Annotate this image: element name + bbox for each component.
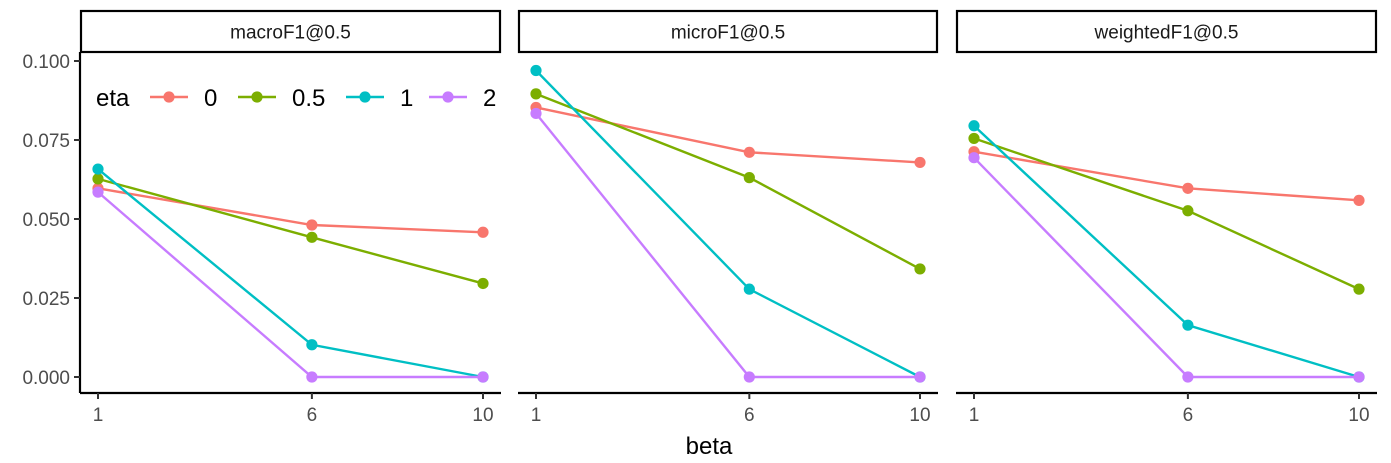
data-point-eta-0.5 (743, 172, 755, 184)
x-axis-title: beta (686, 433, 733, 460)
data-point-eta-2 (914, 371, 926, 383)
data-point-eta-0.5 (968, 132, 980, 145)
data-point-eta-2 (968, 152, 980, 164)
data-point-eta-0.5 (530, 88, 542, 100)
legend-item-eta-0.5: 0.5 (238, 85, 325, 112)
legend-item-eta-2: 2 (429, 85, 496, 112)
data-point-eta-1 (743, 283, 755, 295)
legend-key-point (251, 91, 263, 103)
legend-item-eta-0: 0 (150, 85, 217, 112)
data-point-eta-2 (477, 371, 489, 383)
data-point-eta-1 (530, 64, 542, 77)
x-tick-label: 10 (1348, 405, 1369, 426)
data-point-eta-0.5 (914, 263, 926, 275)
data-point-eta-2 (306, 371, 318, 383)
data-point-eta-0.5 (477, 277, 489, 290)
legend-key-point (359, 91, 371, 103)
facet-strip-label: microF1@0.5 (671, 23, 785, 44)
y-axis: 0.000 0.025 0.050 0.075 0.100 (22, 52, 80, 389)
data-point-eta-2 (92, 186, 104, 198)
series-line-eta-0.5 (97, 177, 484, 285)
legend: eta 0 0.5 1 2 (96, 85, 496, 112)
facet-strip (79, 9, 502, 54)
facet-strip (517, 9, 939, 54)
data-point-eta-0 (477, 226, 489, 238)
y-tick-label: 0.100 (22, 52, 70, 73)
data-point-eta-0.5 (1182, 205, 1194, 217)
data-point-eta-0.5 (306, 231, 318, 243)
data-point-eta-2 (1182, 371, 1194, 383)
legend-label: 0 (204, 85, 217, 112)
x-tick-label: 10 (472, 405, 493, 426)
y-tick-label: 0.075 (22, 131, 70, 152)
data-point-eta-1 (92, 163, 104, 175)
data-point-eta-0.5 (92, 173, 104, 185)
x-tick-label: 6 (744, 405, 755, 426)
facet-strip (955, 9, 1378, 54)
x-tick-label: 1 (93, 405, 104, 426)
data-point-eta-0 (306, 219, 318, 231)
facet-panel: microF1@0.5 1 6 10 (517, 9, 939, 426)
data-point-eta-0 (743, 146, 755, 158)
x-tick-label: 1 (531, 405, 542, 426)
data-point-eta-2 (743, 371, 755, 383)
x-tick-label: 1 (969, 405, 980, 426)
facet-strip-label: weightedF1@0.5 (1094, 23, 1239, 44)
series-line-eta-2 (97, 191, 483, 379)
data-point-eta-1 (1182, 319, 1194, 331)
x-tick-label: 6 (307, 405, 318, 426)
y-tick-label: 0.050 (22, 210, 70, 231)
y-tick-label: 0.025 (22, 289, 70, 310)
facet-panel: macroF1@0.51 6 10 (78, 9, 502, 426)
data-point-eta-2 (1353, 371, 1365, 383)
legend-key-point (442, 91, 454, 103)
legend-label: 2 (483, 85, 496, 112)
x-tick-label: 10 (909, 405, 930, 426)
legend-item-eta-1: 1 (346, 85, 413, 112)
data-point-eta-1 (306, 339, 318, 351)
series-line-eta-2 (973, 156, 1359, 379)
legend-label: 0.5 (292, 85, 325, 112)
data-point-eta-0 (1182, 182, 1194, 194)
x-tick-label: 6 (1183, 405, 1194, 426)
data-point-eta-0.5 (1353, 283, 1365, 295)
data-point-eta-0 (914, 156, 926, 169)
data-point-eta-2 (530, 107, 542, 120)
data-point-eta-1 (968, 120, 980, 132)
series-line-eta-2 (535, 112, 920, 379)
facet-strip-label: macroF1@0.5 (230, 23, 351, 44)
y-tick-label: 0.000 (22, 368, 70, 389)
series-line-eta-1 (973, 124, 1360, 379)
legend-key-point (163, 91, 175, 103)
legend-label: 1 (400, 85, 413, 112)
facet-panel: weightedF1@0.5 1 6 10 (955, 9, 1378, 426)
legend-title: eta (96, 85, 130, 112)
series-line-eta-1 (97, 168, 484, 379)
data-point-eta-0 (1353, 194, 1365, 206)
